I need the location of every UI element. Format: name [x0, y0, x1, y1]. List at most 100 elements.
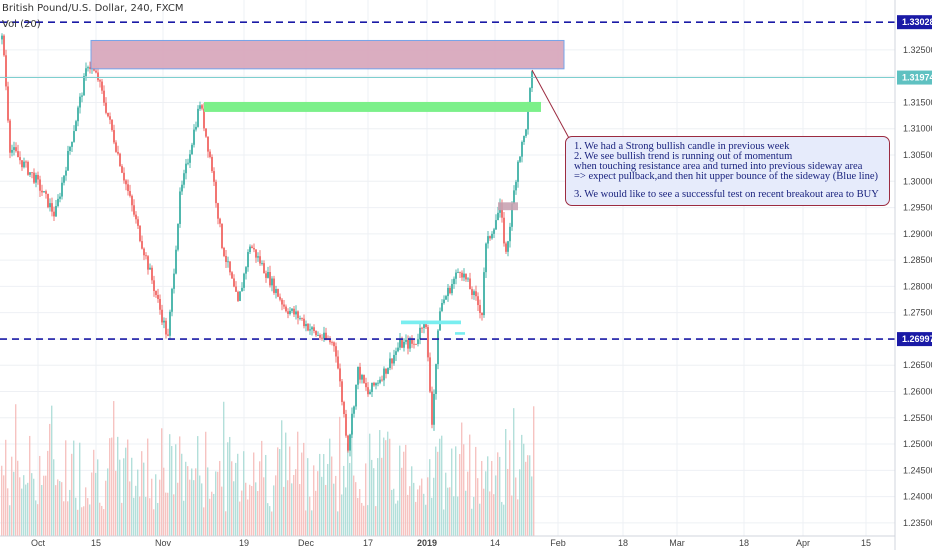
volume-bar: [215, 471, 217, 536]
candle-body: [261, 263, 263, 264]
volume-bar: [289, 446, 291, 536]
y-tick-label: 1.31500: [903, 97, 932, 107]
volume-bar: [165, 492, 167, 536]
volume-bar: [101, 505, 103, 536]
candle-body: [451, 284, 453, 294]
volume-bar: [327, 463, 329, 536]
candle-body: [523, 136, 525, 142]
candle-body: [213, 171, 215, 182]
volume-bar: [35, 500, 37, 536]
volume-bar: [47, 450, 49, 536]
candle-body: [529, 88, 531, 106]
candle-body: [397, 347, 399, 352]
volume-bar: [103, 509, 105, 536]
volume-bar: [115, 470, 117, 536]
volume-bar: [199, 475, 201, 536]
candle-body: [357, 366, 359, 385]
candle-body: [483, 272, 485, 316]
candle-body: [257, 256, 259, 258]
volume-bar: [497, 452, 499, 536]
candle-body: [159, 298, 161, 310]
candle-body: [389, 358, 391, 369]
volume-bar: [453, 496, 455, 536]
volume-bar: [87, 498, 89, 536]
candle-body: [249, 246, 251, 253]
volume-bar: [435, 446, 437, 536]
candle-body: [173, 273, 175, 289]
volume-bar: [479, 503, 481, 536]
volume-bar: [93, 449, 95, 536]
volume-bar: [201, 483, 203, 536]
candle-body: [477, 296, 479, 306]
volume-bar: [159, 479, 161, 536]
y-tick-label: 1.23500: [903, 518, 932, 528]
volume-bar: [523, 443, 525, 536]
candle-body: [117, 151, 119, 154]
candle-body: [205, 128, 207, 137]
level-price-label: 1.33028: [902, 17, 932, 27]
volume-bar: [203, 507, 205, 536]
candle-body: [491, 233, 493, 239]
candle-body: [229, 261, 231, 273]
candle-body: [479, 305, 481, 313]
candle-body: [31, 172, 33, 174]
candle-body: [115, 142, 117, 152]
volume-bar: [511, 495, 513, 536]
candle-body: [11, 149, 13, 153]
volume-bar: [237, 453, 239, 536]
candle-body: [319, 334, 321, 338]
volume-bar: [401, 467, 403, 536]
volume-bar: [109, 438, 111, 536]
volume-bar: [89, 504, 91, 536]
volume-bar: [533, 406, 535, 536]
candle-body: [459, 272, 461, 273]
volume-bar: [121, 502, 123, 536]
volume-bar: [157, 502, 159, 536]
volume-bar: [527, 455, 529, 536]
candle-body: [33, 172, 35, 183]
candle-body: [263, 263, 265, 274]
volume-bar: [9, 505, 11, 536]
candle-body: [175, 249, 177, 274]
volume-bar: [471, 508, 473, 536]
candle-body: [481, 312, 483, 316]
candle-body: [109, 116, 111, 120]
volume-bar: [49, 423, 51, 536]
note-line-4: => expect pullback,and then hit upper bo…: [574, 171, 878, 182]
candle-body: [265, 273, 267, 278]
candle-body: [505, 243, 507, 252]
volume-bar: [495, 475, 497, 536]
candle-body: [409, 339, 411, 349]
candle-body: [351, 413, 353, 435]
candle-body: [391, 358, 393, 364]
candle-body: [235, 286, 237, 292]
volume-bar: [293, 475, 295, 536]
volume-bar: [489, 491, 491, 536]
candle-body: [57, 198, 59, 207]
candle-body: [211, 157, 213, 172]
candle-body: [379, 379, 381, 383]
x-tick-label: 14: [490, 538, 500, 548]
volume-bar: [147, 438, 149, 536]
volume-bar: [301, 452, 303, 536]
volume-bar: [313, 465, 315, 536]
volume-bar: [417, 489, 419, 536]
candle-body: [513, 190, 515, 204]
volume-bar: [219, 460, 221, 536]
candle-body: [341, 381, 343, 402]
candle-body: [531, 71, 533, 89]
volume-bar: [499, 456, 501, 536]
retest-zone: [498, 202, 518, 211]
candle-body: [87, 67, 89, 69]
candle-body: [243, 273, 245, 288]
candle-body: [303, 318, 305, 327]
candle-body: [377, 382, 379, 384]
candle-body: [161, 309, 163, 323]
volume-bar: [83, 506, 85, 536]
volume-bar: [123, 458, 125, 536]
candle-body: [383, 368, 385, 381]
candle-body: [509, 226, 511, 242]
volume-bar: [419, 485, 421, 536]
candle-body: [301, 318, 303, 319]
